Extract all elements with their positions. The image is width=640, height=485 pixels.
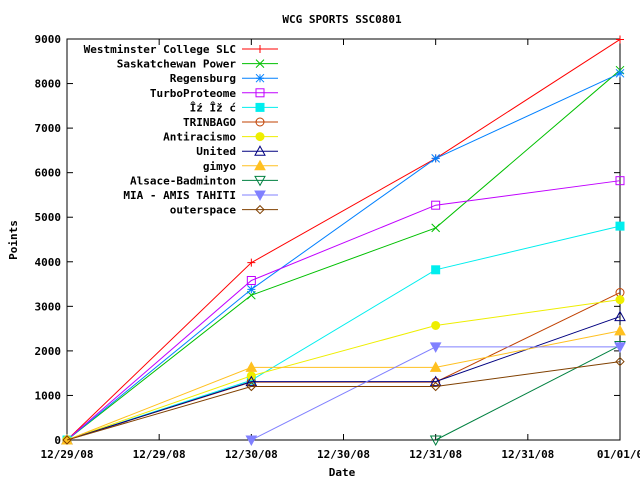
data-point — [616, 35, 624, 43]
series-10 — [246, 343, 625, 445]
marker-circle-filled — [432, 321, 440, 329]
series-line — [67, 293, 620, 440]
series-9 — [431, 342, 625, 445]
legend-label: Westminster College SLC — [84, 43, 236, 56]
series-line — [67, 70, 620, 440]
legend-label: Regensburg — [170, 72, 236, 85]
data-point — [432, 224, 440, 232]
data-point — [247, 285, 255, 293]
marker-square-filled — [432, 266, 440, 274]
data-point — [616, 296, 624, 304]
marker-circle-filled — [616, 296, 624, 304]
y-tick-label: 3000 — [35, 300, 62, 313]
marker-plus — [256, 45, 264, 53]
x-tick-label: 12/31/08 — [501, 448, 554, 461]
data-point — [432, 266, 440, 274]
series-line — [67, 73, 620, 440]
marker-star — [256, 74, 264, 82]
data-point — [256, 45, 264, 53]
y-tick-label: 1000 — [35, 389, 62, 402]
x-tick-label: 12/30/08 — [317, 448, 370, 461]
x-tick-label: 12/30/08 — [225, 448, 278, 461]
marker-star — [247, 285, 255, 293]
legend-label: outerspace — [170, 204, 237, 217]
series-0 — [63, 35, 624, 444]
x-tick-label: 12/29/08 — [133, 448, 186, 461]
series-3 — [63, 177, 624, 444]
legend-label: gimyo — [203, 160, 236, 173]
marker-cross — [432, 224, 440, 232]
y-tick-label: 8000 — [35, 78, 62, 91]
legend-label: TRINBAGO — [183, 116, 236, 129]
y-tick-label: 5000 — [35, 211, 62, 224]
data-point — [256, 133, 264, 141]
series-8 — [62, 326, 625, 444]
y-tick-label: 2000 — [35, 345, 62, 358]
series-line — [67, 362, 620, 440]
y-axis-label: Points — [7, 220, 20, 260]
data-point — [616, 222, 624, 230]
data-point — [432, 321, 440, 329]
series-line — [436, 346, 620, 440]
y-tick-label: 0 — [54, 434, 61, 447]
y-tick-label: 4000 — [35, 256, 62, 269]
legend-label: Alsace-Badminton — [130, 174, 236, 187]
data-point — [615, 326, 625, 335]
series-line — [67, 181, 620, 440]
marker-star — [432, 154, 440, 162]
series-6 — [63, 296, 624, 444]
x-tick-label: 12/31/08 — [409, 448, 462, 461]
y-tick-label: 9000 — [35, 33, 62, 46]
data-point — [256, 103, 264, 111]
data-point — [256, 74, 264, 82]
marker-square-filled — [616, 222, 624, 230]
marker-triangle-up-filled — [615, 326, 625, 335]
data-point — [432, 154, 440, 162]
marker-circle-filled — [256, 133, 264, 141]
chart-title: WCG SPORTS SSC0801 — [282, 13, 402, 26]
legend-label: Antiracismo — [163, 131, 236, 144]
marker-plus — [616, 35, 624, 43]
marker-square-filled — [256, 103, 264, 111]
legend-label: United — [196, 145, 236, 158]
y-tick-label: 6000 — [35, 167, 62, 180]
series-5 — [63, 289, 624, 444]
series-line — [67, 317, 620, 440]
legend-label: Îź Îž ć — [190, 101, 237, 114]
legend-label: TurboProteome — [150, 87, 236, 100]
series-1 — [63, 66, 624, 444]
marker-star — [616, 69, 624, 77]
legend: Westminster College SLC Saskatchewan Powe… — [84, 43, 278, 217]
x-tick-label: 01/01/0 — [597, 448, 640, 461]
x-axis-label: Date — [329, 466, 356, 479]
y-tick-label: 7000 — [35, 122, 62, 135]
legend-label: MIA - AMIS TAHITI — [123, 189, 236, 202]
series-2 — [63, 69, 624, 444]
x-tick-label: 12/29/08 — [41, 448, 94, 461]
series-4 — [63, 222, 624, 444]
data-point — [616, 69, 624, 77]
series-line — [67, 300, 620, 440]
legend-label: Saskatchewan Power — [117, 58, 237, 71]
plot-area — [62, 35, 625, 445]
